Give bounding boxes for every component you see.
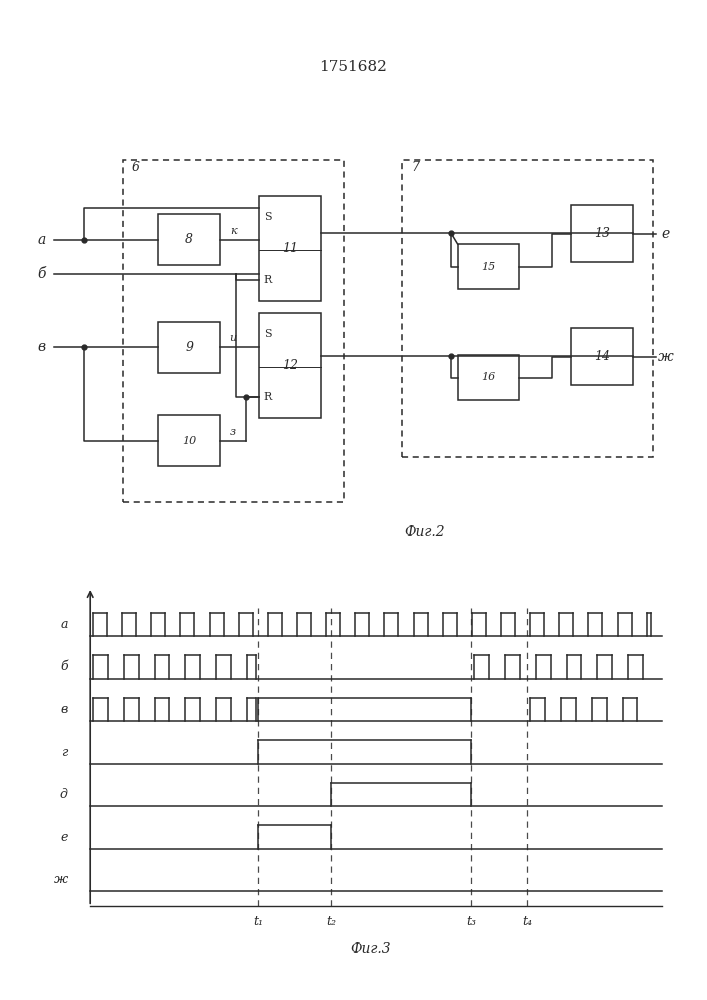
Text: 7: 7: [412, 161, 420, 174]
Text: 13: 13: [595, 227, 610, 240]
Text: t₃: t₃: [467, 915, 477, 928]
Text: 6: 6: [132, 161, 139, 174]
Text: R: R: [264, 275, 271, 285]
Bar: [571, 328, 633, 385]
Bar: [457, 355, 520, 400]
Text: 12: 12: [282, 359, 298, 372]
Text: 16: 16: [481, 372, 496, 382]
Text: S: S: [264, 212, 271, 222]
Text: 10: 10: [182, 436, 197, 446]
Text: ж: ж: [658, 350, 674, 364]
Text: ж: ж: [54, 873, 68, 886]
Text: R: R: [264, 392, 271, 402]
Text: и: и: [230, 333, 237, 343]
Text: г: г: [62, 746, 68, 759]
Text: к: к: [230, 226, 236, 236]
Text: а: а: [37, 233, 45, 247]
Bar: [259, 313, 321, 418]
Text: S: S: [264, 329, 271, 339]
Text: е: е: [662, 227, 670, 241]
Text: 14: 14: [595, 350, 610, 363]
Text: б: б: [37, 267, 45, 281]
Text: t₂: t₂: [326, 915, 337, 928]
Text: Фиг.3: Фиг.3: [350, 942, 391, 956]
Bar: [122, 160, 344, 502]
Bar: [571, 205, 633, 262]
Text: 11: 11: [282, 242, 298, 255]
Bar: [457, 244, 520, 289]
Bar: [158, 214, 220, 265]
Bar: [158, 322, 220, 373]
Text: 8: 8: [185, 233, 193, 246]
Text: б: б: [60, 660, 68, 673]
Text: з: з: [230, 427, 236, 437]
Text: д: д: [60, 788, 68, 801]
Text: а: а: [60, 618, 68, 631]
Text: е: е: [60, 831, 68, 844]
Bar: [259, 196, 321, 301]
Text: 15: 15: [481, 261, 496, 271]
Text: в: в: [61, 703, 68, 716]
Text: t₁: t₁: [253, 915, 263, 928]
Text: t₄: t₄: [522, 915, 532, 928]
Text: в: в: [37, 340, 45, 354]
Text: 1751682: 1751682: [320, 60, 387, 74]
Text: Фиг.2: Фиг.2: [404, 525, 445, 539]
Text: 9: 9: [185, 341, 193, 354]
Bar: [158, 415, 220, 466]
Bar: [402, 160, 653, 457]
